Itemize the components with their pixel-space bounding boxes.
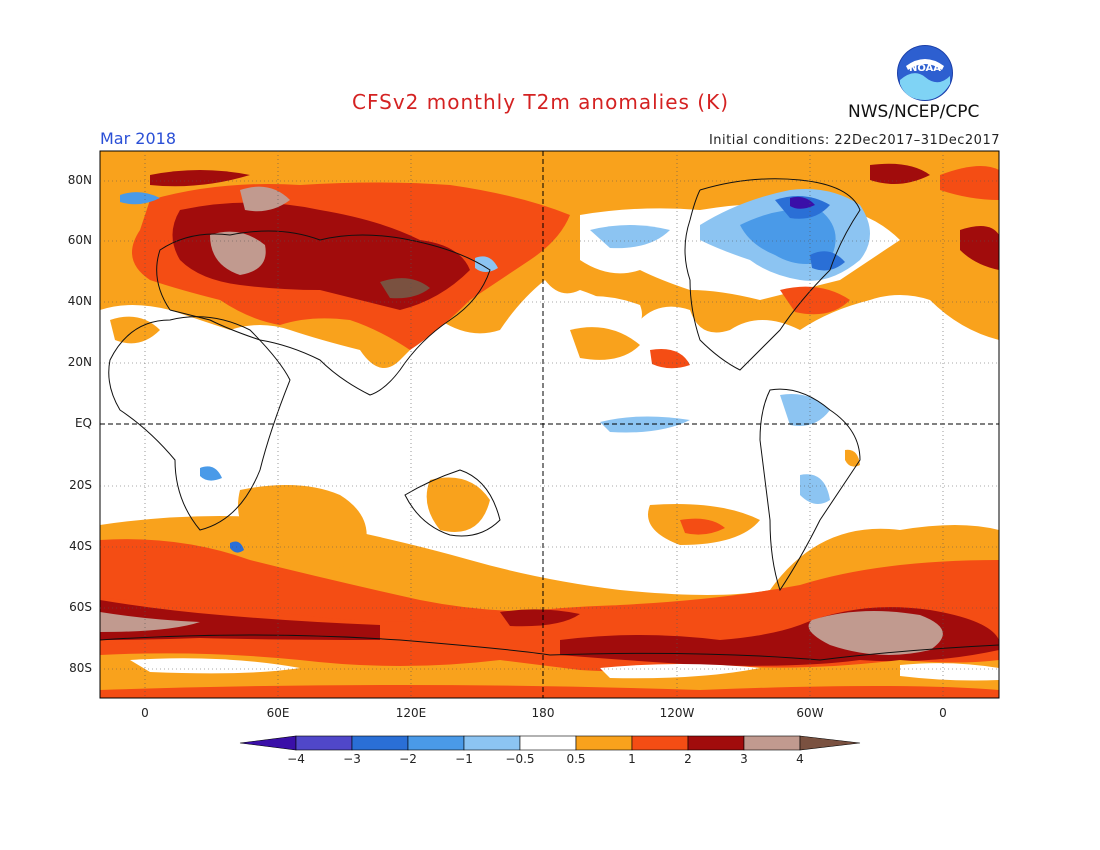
- longitude-label: 60W: [796, 706, 824, 720]
- longitude-label: 60E: [266, 706, 290, 720]
- colorbar-label: −1: [455, 752, 473, 766]
- noaa-logo: NOAA: [896, 44, 954, 102]
- colorbar-label: −2: [399, 752, 417, 766]
- latitude-label: 80S: [69, 661, 92, 675]
- latitude-label: 60N: [67, 233, 92, 247]
- chart-title: CFSv2 monthly T2m anomalies (K): [352, 90, 729, 114]
- colorbar-label: 1: [628, 752, 636, 766]
- colorbar-swatch: [407, 735, 465, 751]
- colorbar-swatch: [743, 735, 801, 751]
- colorbar-swatch: [575, 735, 633, 751]
- colorbar-label: 0.5: [566, 752, 586, 766]
- latitude-label: 20S: [69, 478, 92, 492]
- longitude-label: 120W: [659, 706, 695, 720]
- forecast-month: Mar 2018: [100, 129, 176, 148]
- latitude-label: 40S: [69, 539, 92, 553]
- longitude-label: 180: [531, 706, 555, 720]
- initial-conditions: Initial conditions: 22Dec2017–31Dec2017: [708, 133, 1000, 148]
- colorbar-arrow-low: [239, 735, 297, 751]
- noaa-logo-text: NOAA: [909, 63, 941, 74]
- colorbar-label: −3: [343, 752, 361, 766]
- colorbar: [239, 735, 861, 751]
- colorbar-swatch: [519, 735, 577, 751]
- latitude-label: 40N: [67, 294, 92, 308]
- longitude-label: 0: [939, 706, 947, 720]
- colorbar-swatch: [295, 735, 353, 751]
- colorbar-swatch: [687, 735, 745, 751]
- latitude-label: 80N: [67, 173, 92, 187]
- longitude-label: 120E: [395, 706, 427, 720]
- colorbar-label: 2: [684, 752, 692, 766]
- colorbar-label: 4: [796, 752, 804, 766]
- longitude-label: 0: [141, 706, 149, 720]
- colorbar-label: −0.5: [505, 752, 535, 766]
- colorbar-swatch: [463, 735, 521, 751]
- latitude-label: 60S: [69, 600, 92, 614]
- latitude-label: EQ: [74, 416, 92, 430]
- latitude-label: 20N: [67, 355, 92, 369]
- agency-label: NWS/NCEP/CPC: [848, 102, 980, 122]
- colorbar-swatch: [351, 735, 409, 751]
- colorbar-swatch: [631, 735, 689, 751]
- colorbar-arrow-high: [799, 735, 861, 751]
- map-field: [100, 151, 999, 698]
- colorbar-label: −4: [287, 752, 305, 766]
- colorbar-label: 3: [740, 752, 748, 766]
